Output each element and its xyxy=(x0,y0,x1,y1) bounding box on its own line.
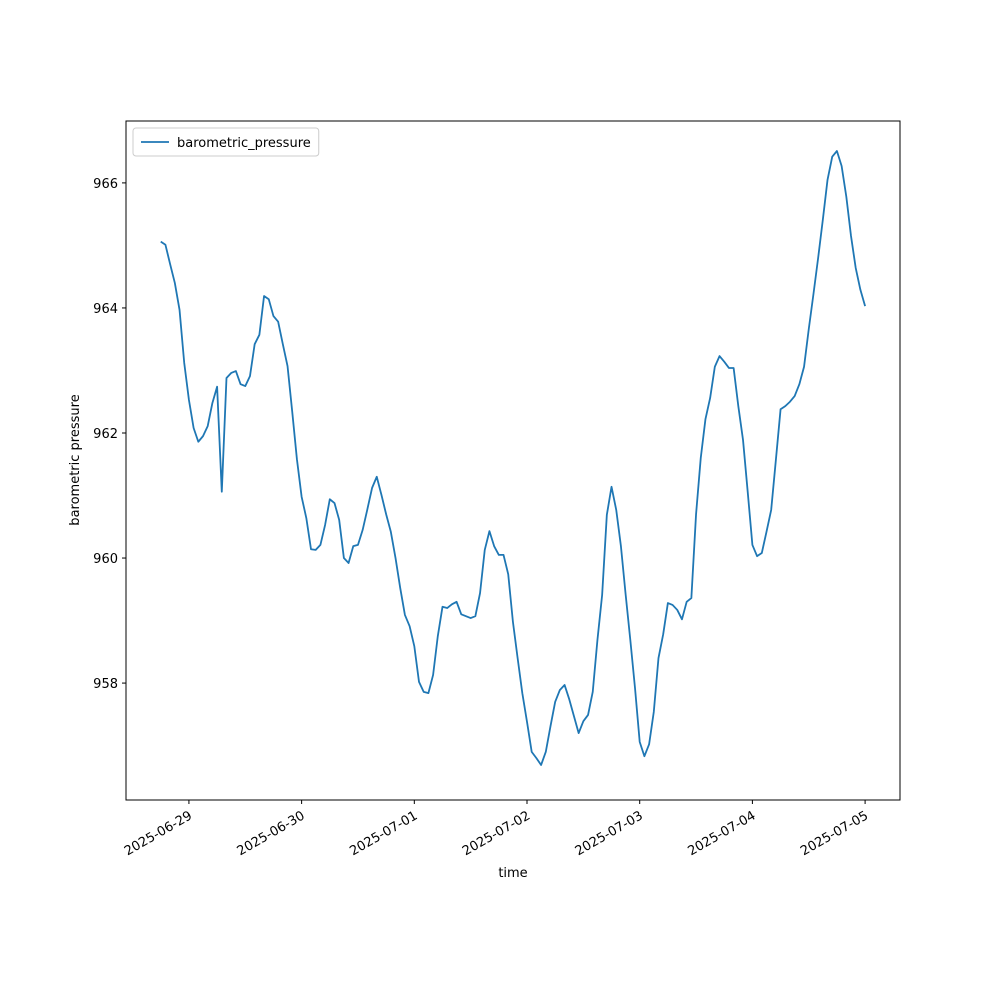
plot-frame xyxy=(125,120,901,801)
y-tick-label: 964 xyxy=(93,302,118,317)
legend-box xyxy=(132,127,320,157)
y-tick-label: 962 xyxy=(93,427,118,442)
data-line xyxy=(160,150,866,766)
y-tick-label: 960 xyxy=(93,552,118,567)
y-axis-label: barometric pressure xyxy=(68,394,83,525)
legend-label: barometric_pressure xyxy=(177,136,311,151)
x-axis-label: time xyxy=(498,866,527,881)
y-tick-label: 966 xyxy=(93,177,118,192)
y-tick-label: 958 xyxy=(93,677,118,692)
